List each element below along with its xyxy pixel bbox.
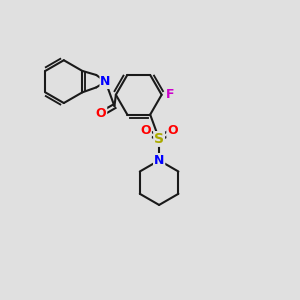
Text: O: O [140, 124, 151, 137]
Text: N: N [154, 154, 164, 167]
Text: N: N [154, 154, 164, 167]
Text: O: O [167, 124, 178, 137]
Text: N: N [100, 75, 111, 88]
Text: S: S [154, 132, 164, 146]
Text: F: F [166, 88, 174, 101]
Text: O: O [96, 107, 106, 120]
